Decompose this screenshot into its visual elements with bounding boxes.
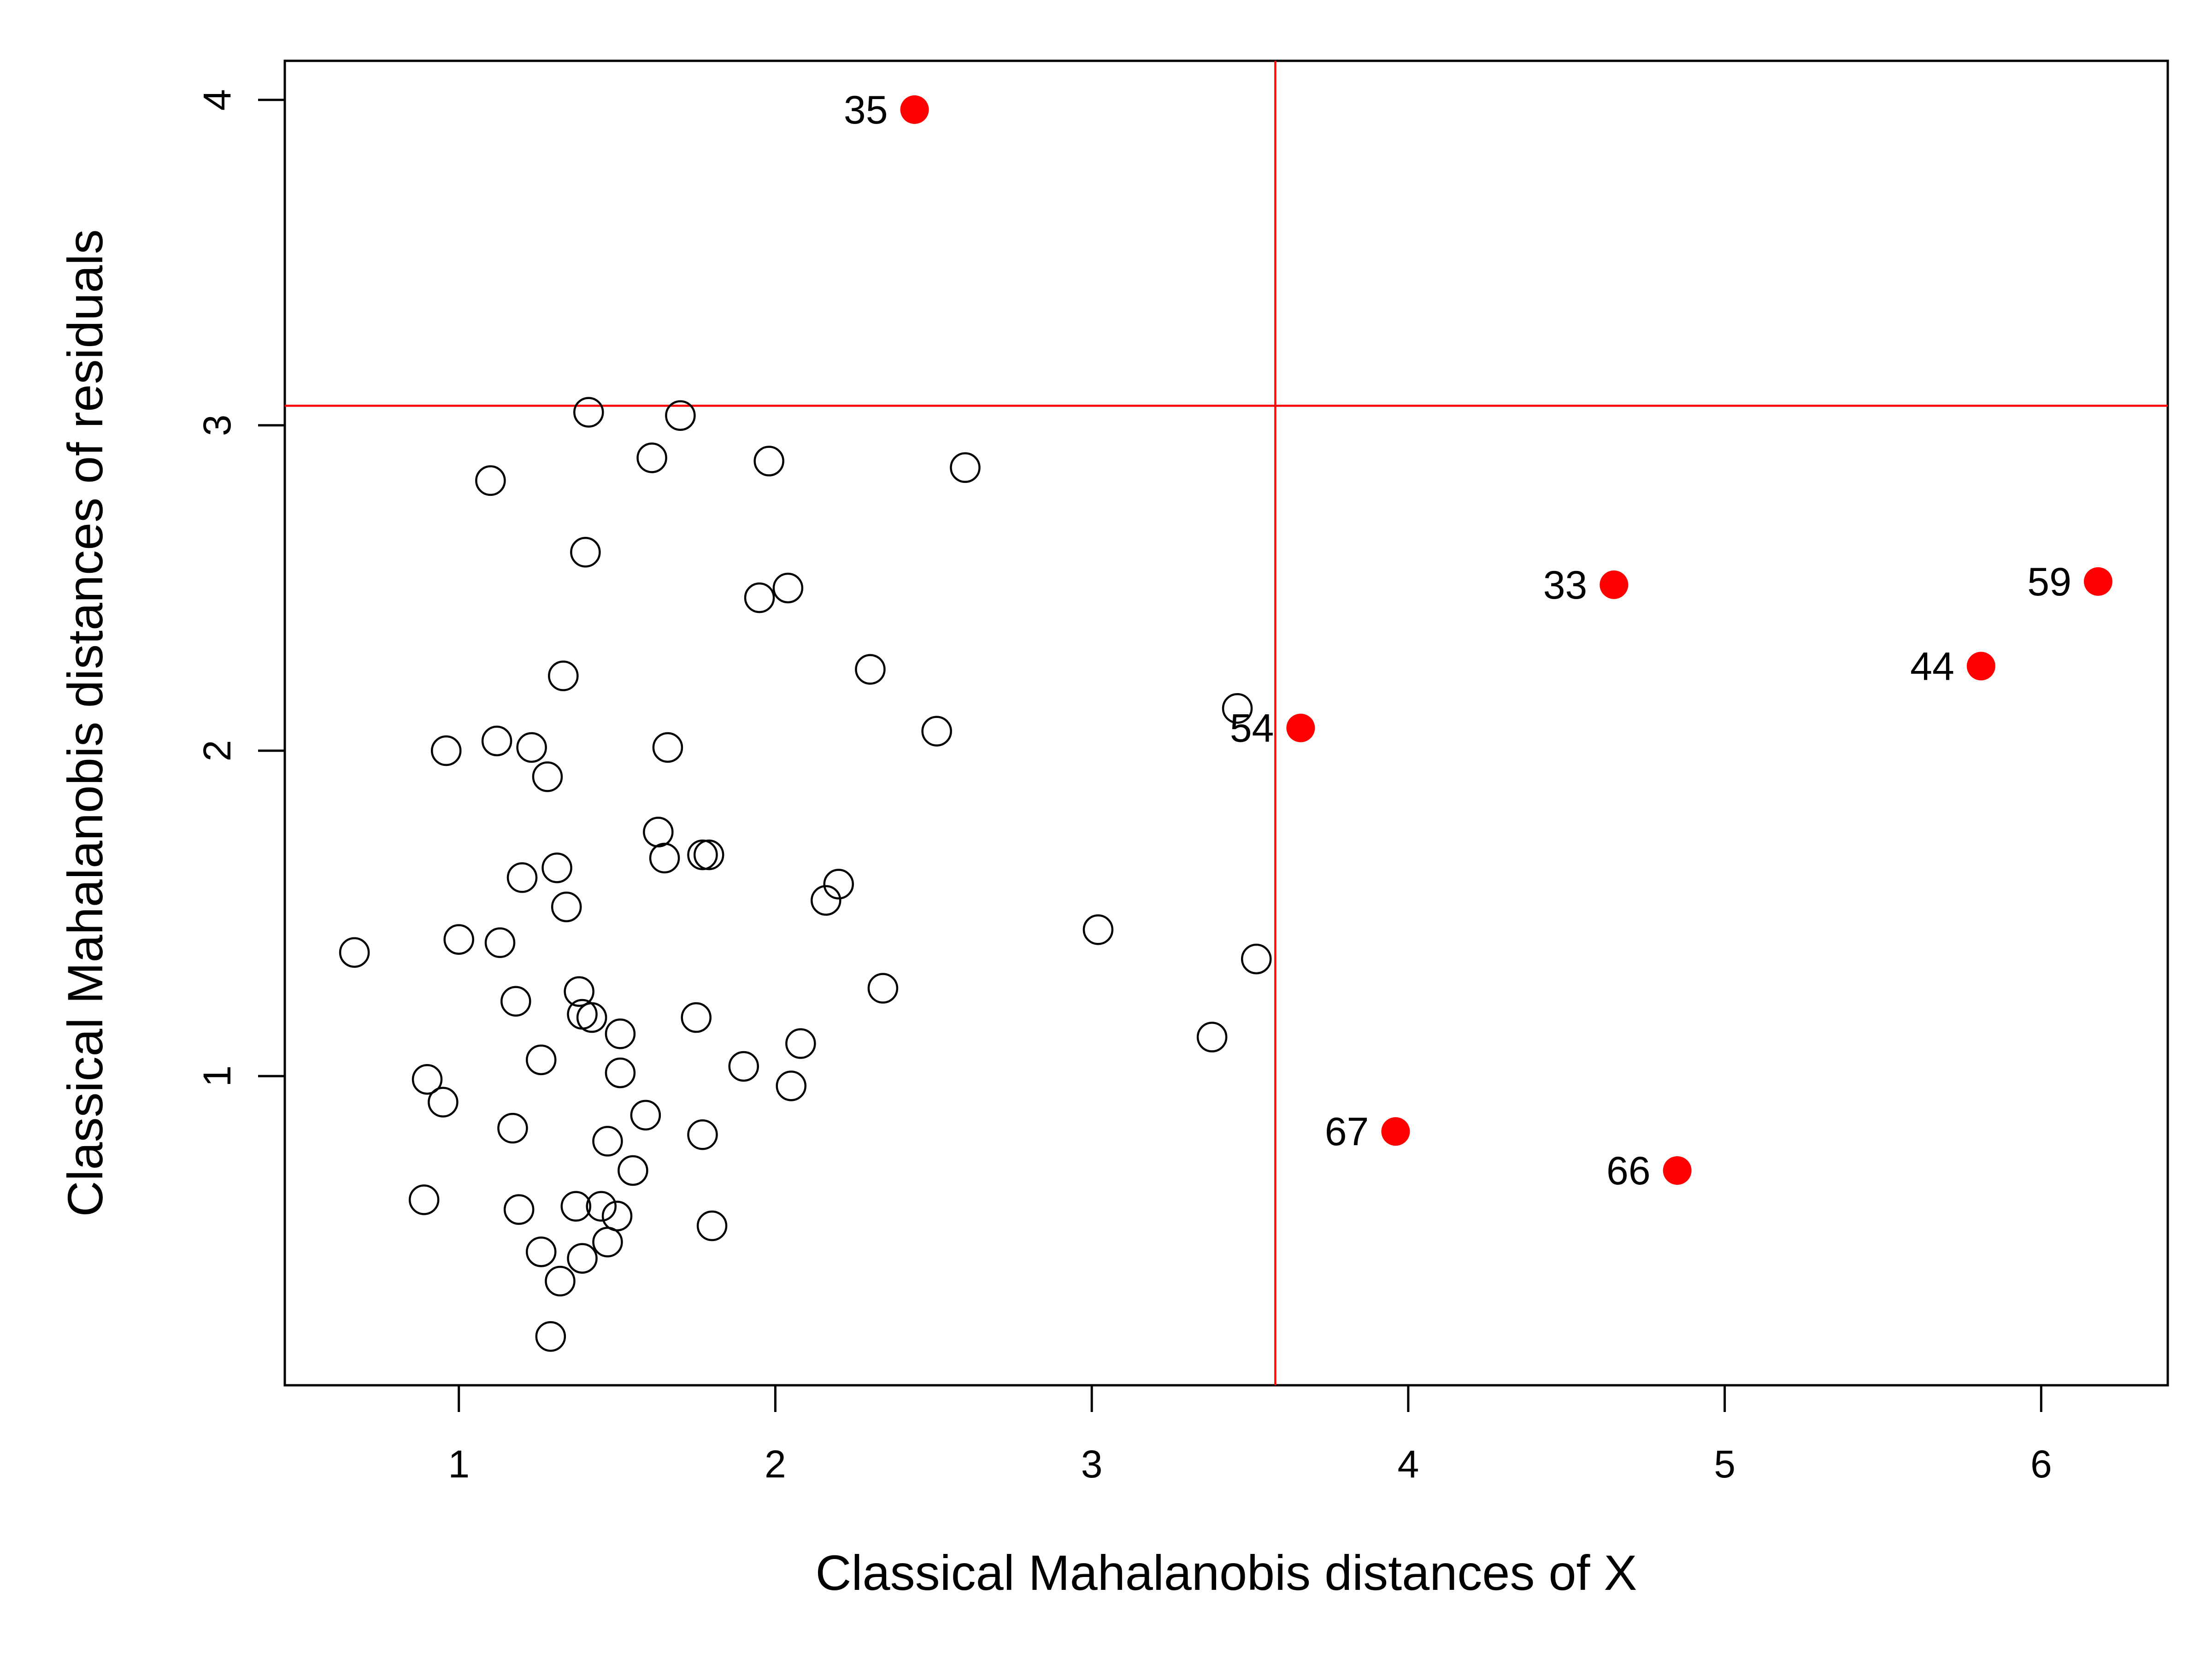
data-point — [560, 1191, 592, 1222]
data-point — [408, 1184, 440, 1215]
data-point — [1222, 693, 1253, 724]
data-point — [744, 582, 775, 613]
x-tick-label: 2 — [765, 1442, 786, 1486]
data-point — [921, 716, 952, 747]
outlier-point — [1600, 570, 1629, 599]
data-point — [443, 924, 474, 955]
data-point — [339, 937, 370, 968]
outlier-point — [900, 95, 929, 124]
data-point — [785, 1028, 816, 1059]
data-point — [484, 927, 516, 958]
regular-points — [339, 397, 1272, 1352]
data-point — [649, 842, 680, 874]
data-point — [506, 862, 538, 893]
outlier-label: 66 — [1606, 1149, 1651, 1193]
data-point — [772, 572, 804, 604]
data-point — [573, 397, 604, 428]
data-point — [823, 869, 854, 900]
y-tick-label: 1 — [195, 1065, 239, 1087]
data-point — [693, 839, 724, 871]
outlier-points: 35 33 59 44 54 67 66 — [844, 88, 2112, 1193]
data-point — [497, 1112, 528, 1144]
data-point — [665, 400, 696, 431]
y-axis-title: Classical Mahalanobis distances of resid… — [57, 229, 113, 1217]
data-point — [545, 1265, 576, 1297]
data-point — [564, 976, 594, 1007]
outlier-point — [2083, 567, 2112, 596]
outlier-point — [1966, 652, 1995, 681]
x-axis: 1 2 3 4 5 6 — [448, 1385, 2052, 1486]
cutoff-lines — [285, 61, 2168, 1385]
data-point — [548, 660, 579, 691]
data-point — [687, 839, 718, 871]
data-point — [525, 1044, 557, 1076]
y-tick-label: 2 — [195, 740, 239, 762]
data-point — [576, 1002, 607, 1033]
data-point — [630, 1100, 661, 1131]
outlier-label: 67 — [1325, 1110, 1369, 1154]
data-point — [687, 1119, 718, 1150]
x-tick-label: 1 — [448, 1442, 470, 1486]
outlier-label: 59 — [2027, 560, 2071, 604]
data-point — [681, 1002, 712, 1033]
data-point — [776, 1071, 807, 1101]
plot-frame — [283, 59, 2169, 1387]
x-tick-label: 5 — [1714, 1442, 1735, 1486]
data-point — [535, 1321, 566, 1352]
data-point — [605, 1057, 636, 1088]
y-axis: 1 2 3 4 — [195, 89, 285, 1087]
y-tick-label: 3 — [195, 415, 239, 436]
x-axis-title: Classical Mahalanobis distances of X — [816, 1545, 1637, 1600]
data-point — [503, 1194, 535, 1225]
data-point — [532, 761, 563, 792]
outlier-point — [1381, 1117, 1410, 1146]
data-point — [728, 1051, 759, 1082]
data-point — [636, 442, 667, 473]
outlier-label: 54 — [1230, 706, 1274, 751]
x-tick-label: 6 — [2030, 1442, 2052, 1486]
data-point — [428, 1087, 459, 1118]
data-point — [696, 1210, 728, 1241]
data-point — [601, 1200, 633, 1232]
data-point — [1196, 1022, 1228, 1053]
outlier-label: 33 — [1543, 563, 1588, 607]
outlier-point — [1286, 713, 1315, 742]
data-point — [412, 1064, 443, 1095]
data-point — [855, 654, 886, 685]
data-point — [753, 446, 784, 477]
outlier-label: 44 — [1910, 644, 1954, 688]
data-point — [605, 1018, 636, 1049]
data-point — [618, 1155, 648, 1186]
data-point — [570, 537, 601, 568]
data-point — [1082, 914, 1114, 945]
y-tick-label: 4 — [195, 89, 239, 111]
x-tick-label: 3 — [1081, 1442, 1103, 1486]
data-point — [475, 465, 506, 496]
data-point — [525, 1236, 557, 1267]
data-point — [541, 852, 572, 883]
x-tick-label: 4 — [1398, 1442, 1419, 1486]
data-point — [500, 986, 531, 1017]
data-point — [551, 891, 582, 923]
data-point — [586, 1191, 617, 1222]
data-point — [867, 973, 899, 1004]
data-point — [811, 885, 841, 916]
data-point — [516, 732, 547, 763]
data-point — [652, 732, 683, 763]
outlier-label: 35 — [844, 88, 888, 132]
data-point — [1241, 943, 1272, 975]
data-point — [592, 1126, 623, 1157]
data-point — [950, 452, 981, 483]
data-point — [567, 1243, 598, 1274]
data-point — [481, 725, 512, 757]
outlier-point — [1663, 1156, 1692, 1185]
data-point — [430, 735, 462, 766]
